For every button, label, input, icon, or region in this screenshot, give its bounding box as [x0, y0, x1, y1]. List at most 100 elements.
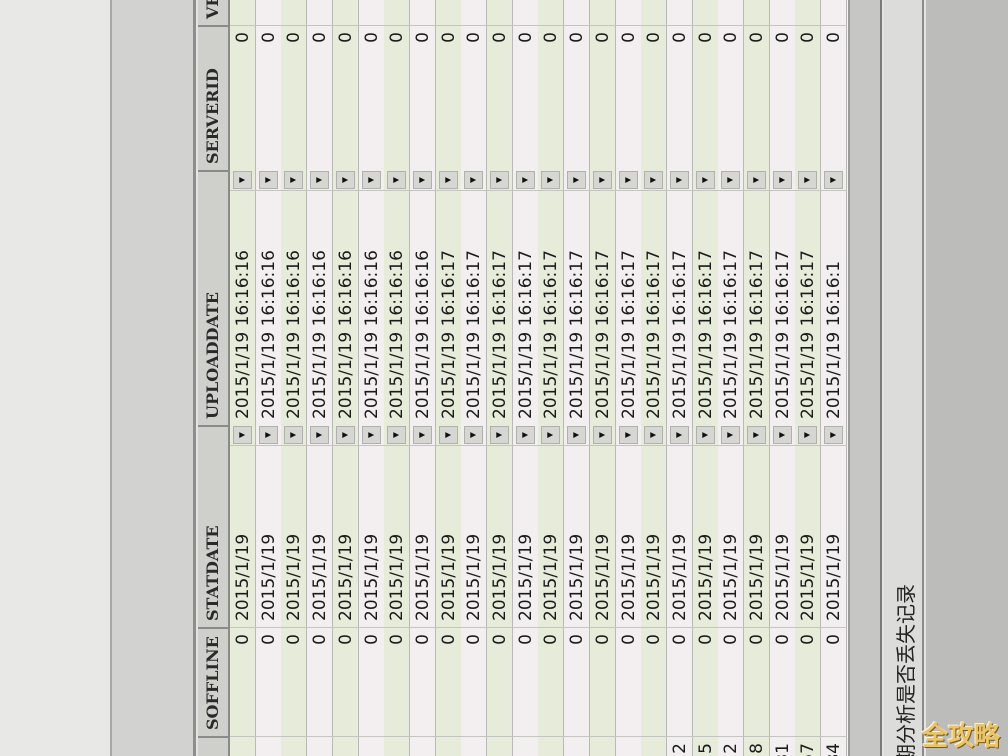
dropdown-arrow-icon[interactable]: ▼: [721, 171, 741, 189]
dropdown-arrow-icon[interactable]: ▼: [412, 426, 432, 444]
cell-ve[interactable]: 0: [564, 0, 591, 25]
dropdown-arrow-icon[interactable]: ▼: [747, 426, 766, 444]
dropdown-arrow-icon[interactable]: ▼: [233, 171, 252, 189]
column-header-statdate[interactable]: STATDATE: [198, 425, 230, 627]
dropdown-arrow-icon[interactable]: ▼: [258, 426, 278, 444]
dropdown-arrow-icon[interactable]: ▼: [464, 426, 484, 444]
dropdown-arrow-icon[interactable]: ▼: [284, 426, 304, 444]
cell-ve[interactable]: 0: [718, 0, 745, 25]
column-header-prev[interactable]: [198, 736, 230, 756]
cell-statdate[interactable]: 2015/1/19: [358, 445, 385, 627]
cell-serverid[interactable]: 0: [435, 25, 462, 170]
cell-statdate[interactable]: 2015/1/19: [538, 445, 565, 627]
cell-serverid[interactable]: 0: [512, 25, 539, 170]
column-header-offline[interactable]: SOFFLINE: [198, 627, 230, 736]
cell-ve[interactable]: 0: [641, 0, 668, 25]
cell-uploaddate[interactable]: 2015/1/19 16:16:17: [769, 190, 796, 425]
cell-ve[interactable]: 0: [384, 0, 411, 25]
cell-prev[interactable]: [307, 736, 334, 756]
cell-ve[interactable]: 0: [744, 0, 770, 25]
dropdown-arrow-icon[interactable]: ▼: [567, 171, 587, 189]
cell-ve[interactable]: 0: [512, 0, 539, 25]
cell-statdate[interactable]: 2015/1/19: [692, 445, 719, 627]
dropdown-arrow-icon[interactable]: ▼: [567, 426, 587, 444]
column-header-uploaddate[interactable]: UPLOADDATE: [198, 170, 230, 425]
cell-prev[interactable]: 5: [692, 736, 719, 756]
cell-offline[interactable]: 0: [821, 627, 848, 736]
cell-uploaddate[interactable]: 2015/1/19 16:16:16: [409, 190, 436, 425]
dropdown-arrow-icon[interactable]: ▼: [490, 426, 509, 444]
cell-serverid[interactable]: 0: [615, 25, 642, 170]
cell-prev[interactable]: [615, 736, 642, 756]
cell-uploaddate[interactable]: 2015/1/19 16:16:17: [718, 190, 745, 425]
cell-ve[interactable]: 0: [230, 0, 256, 25]
cell-serverid[interactable]: 0: [332, 25, 359, 170]
cell-ve[interactable]: 0: [332, 0, 359, 25]
cell-uploaddate[interactable]: 2015/1/19 16:16:17: [435, 190, 462, 425]
cell-ve[interactable]: 0: [409, 0, 436, 25]
cell-statdate[interactable]: 2015/1/19: [821, 445, 848, 627]
cell-offline[interactable]: 0: [666, 627, 693, 736]
cell-serverid[interactable]: 0: [564, 25, 591, 170]
cell-uploaddate[interactable]: 2015/1/19 16:16:17: [487, 190, 513, 425]
cell-offline[interactable]: 0: [692, 627, 719, 736]
cell-uploaddate[interactable]: 2015/1/19 16:16:1: [821, 190, 848, 425]
dropdown-arrow-icon[interactable]: ▼: [464, 171, 484, 189]
cell-offline[interactable]: 0: [409, 627, 436, 736]
dropdown-arrow-icon[interactable]: ▼: [335, 426, 355, 444]
dropdown-arrow-icon[interactable]: ▼: [310, 171, 330, 189]
cell-uploaddate[interactable]: 2015/1/19 16:16:17: [744, 190, 770, 425]
cell-ve[interactable]: 0: [358, 0, 385, 25]
cell-serverid[interactable]: 0: [307, 25, 334, 170]
cell-serverid[interactable]: 0: [384, 25, 411, 170]
cell-serverid[interactable]: 0: [769, 25, 796, 170]
dropdown-arrow-icon[interactable]: ▼: [798, 171, 818, 189]
dropdown-arrow-icon[interactable]: ▼: [541, 171, 561, 189]
cell-serverid[interactable]: 0: [744, 25, 770, 170]
column-header-ve[interactable]: VE: [198, 0, 230, 25]
cell-serverid[interactable]: 0: [358, 25, 385, 170]
cell-ve[interactable]: 0: [487, 0, 513, 25]
cell-statdate[interactable]: 2015/1/19: [795, 445, 822, 627]
cell-prev[interactable]: [230, 736, 256, 756]
cell-ve[interactable]: 0: [692, 0, 719, 25]
cell-prev[interactable]: [435, 736, 462, 756]
cell-serverid[interactable]: 0: [821, 25, 848, 170]
cell-offline[interactable]: 0: [461, 627, 488, 736]
cell-prev[interactable]: 31: [769, 736, 796, 756]
cell-offline[interactable]: 0: [435, 627, 462, 736]
cell-serverid[interactable]: 0: [409, 25, 436, 170]
cell-ve[interactable]: 0: [589, 0, 616, 25]
cell-offline[interactable]: 0: [615, 627, 642, 736]
dropdown-arrow-icon[interactable]: ▼: [438, 171, 458, 189]
cell-ve[interactable]: 0: [281, 0, 308, 25]
cell-offline[interactable]: 0: [538, 627, 565, 736]
cell-prev[interactable]: [332, 736, 359, 756]
horizontal-scrollbar[interactable]: [848, 0, 882, 756]
cell-offline[interactable]: 0: [769, 627, 796, 736]
cell-prev[interactable]: [641, 736, 668, 756]
dropdown-arrow-icon[interactable]: ▼: [824, 426, 844, 444]
cell-statdate[interactable]: 2015/1/19: [409, 445, 436, 627]
cell-uploaddate[interactable]: 2015/1/19 16:16:16: [255, 190, 282, 425]
dropdown-arrow-icon[interactable]: ▼: [233, 426, 252, 444]
cell-offline[interactable]: 0: [589, 627, 616, 736]
dropdown-arrow-icon[interactable]: ▼: [824, 171, 844, 189]
cell-uploaddate[interactable]: 2015/1/19 16:16:16: [230, 190, 256, 425]
cell-prev[interactable]: [589, 736, 616, 756]
dropdown-arrow-icon[interactable]: ▼: [258, 171, 278, 189]
cell-serverid[interactable]: 0: [461, 25, 488, 170]
cell-statdate[interactable]: 2015/1/19: [769, 445, 796, 627]
